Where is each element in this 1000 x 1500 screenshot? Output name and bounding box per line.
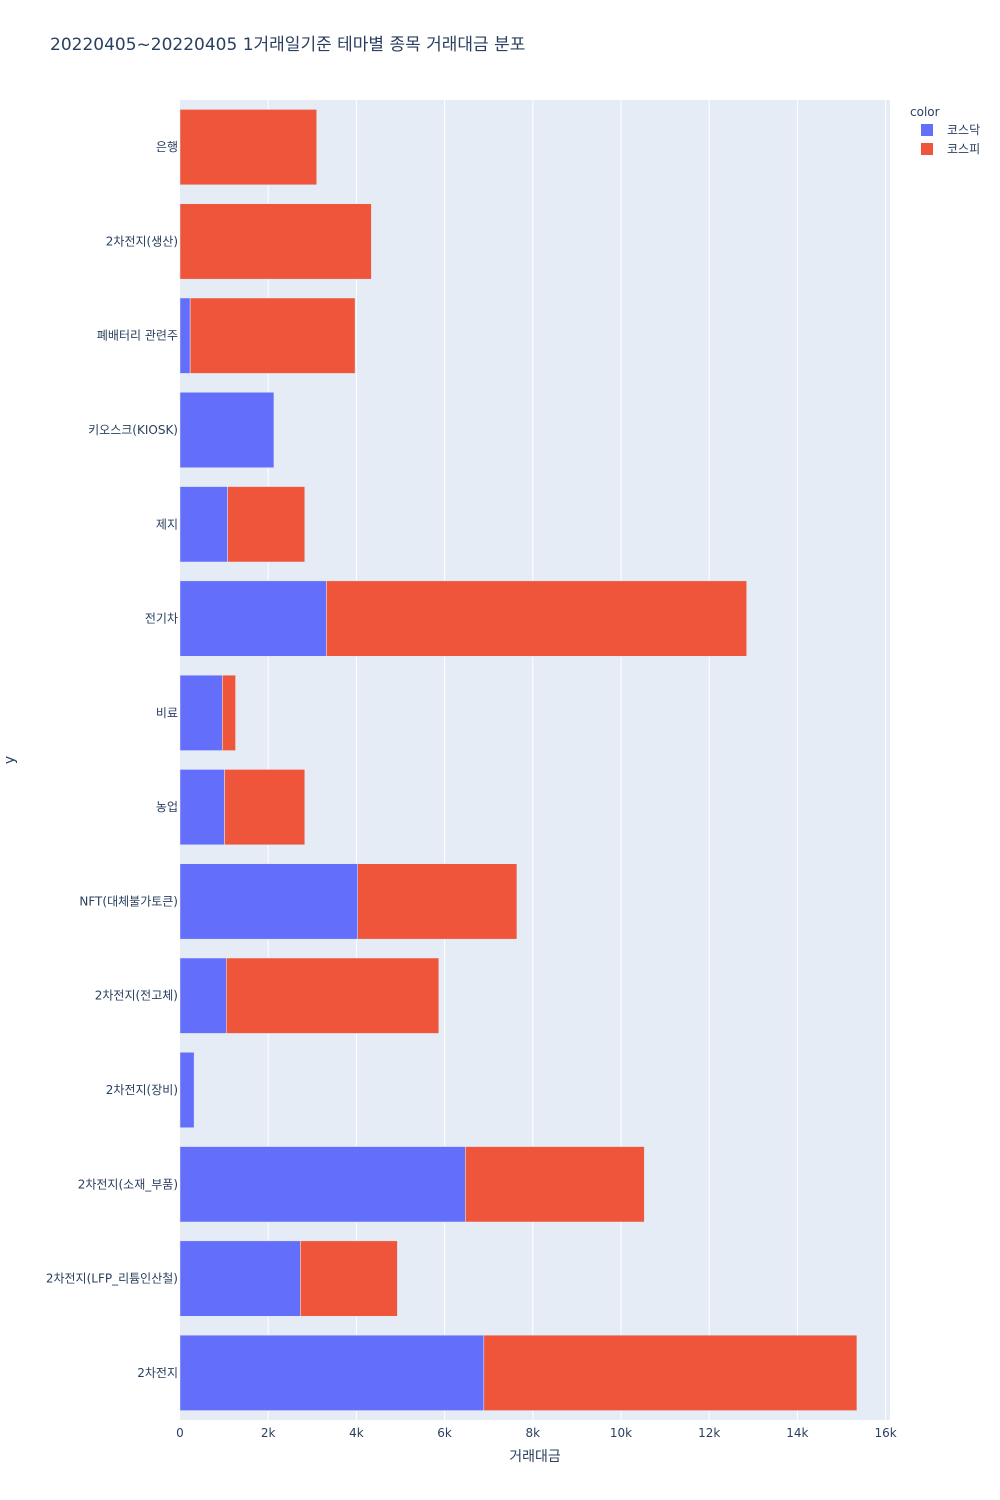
x-axis-ticks: 0 2k 4k 6k 8k 10k 12k 14k 16k bbox=[176, 1426, 897, 1440]
bar-kosdaq[interactable] bbox=[179, 957, 227, 1034]
bar-kosdaq[interactable] bbox=[179, 580, 327, 657]
legend-swatch[interactable] bbox=[921, 124, 933, 136]
bars bbox=[179, 109, 858, 1411]
legend-label[interactable]: 코스피 bbox=[947, 142, 980, 156]
bar-kosdaq[interactable] bbox=[179, 1052, 195, 1128]
y-tick-label: 2차전지(전고체) bbox=[95, 989, 178, 1003]
chart-title: 20220405~20220405 1거래일기준 테마별 종목 거래대금 분포 bbox=[50, 35, 525, 55]
x-tick-label: 16k bbox=[874, 1426, 896, 1440]
legend-title: color bbox=[910, 105, 940, 119]
bar-kospi[interactable] bbox=[226, 957, 440, 1034]
bar-kospi[interactable] bbox=[483, 1334, 858, 1411]
y-tick-label: 은행 bbox=[156, 139, 178, 154]
x-tick-label: 0 bbox=[176, 1426, 184, 1440]
y-tick-label: 2차전지(생산) bbox=[106, 234, 178, 248]
y-tick-label: 키오스크(KIOSK) bbox=[88, 423, 178, 437]
y-axis-title: y bbox=[2, 756, 18, 764]
y-tick-label: 2차전지 bbox=[137, 1366, 178, 1380]
y-tick-label: 2차전지(LFP_리튬인산철) bbox=[46, 1272, 178, 1286]
bar-kosdaq[interactable] bbox=[179, 486, 228, 563]
bar-kosdaq[interactable] bbox=[179, 863, 358, 940]
bar-kospi[interactable] bbox=[189, 297, 356, 374]
legend-swatch[interactable] bbox=[921, 143, 933, 155]
x-tick-label: 14k bbox=[786, 1426, 808, 1440]
x-axis-title: 거래대금 bbox=[509, 1449, 561, 1465]
x-tick-label: 8k bbox=[525, 1426, 540, 1440]
bar-kosdaq[interactable] bbox=[179, 769, 225, 846]
bar-kosdaq[interactable] bbox=[179, 297, 191, 374]
y-tick-label: NFT(대체불가토큰) bbox=[79, 894, 178, 908]
bar-kospi[interactable] bbox=[326, 580, 747, 657]
y-tick-label: 제지 bbox=[156, 517, 178, 531]
bar-kosdaq[interactable] bbox=[179, 674, 223, 751]
y-tick-label: 2차전지(소재_부품) bbox=[78, 1177, 178, 1191]
x-tick-label: 2k bbox=[261, 1426, 276, 1440]
x-tick-label: 10k bbox=[610, 1426, 632, 1440]
bar-kospi[interactable] bbox=[222, 674, 236, 751]
bar-kospi[interactable] bbox=[224, 769, 306, 846]
bar-kospi[interactable] bbox=[357, 863, 518, 940]
y-tick-label: 2차전지(장비) bbox=[106, 1083, 178, 1097]
legend-label[interactable]: 코스닥 bbox=[947, 123, 980, 137]
y-tick-label: 비료 bbox=[156, 706, 178, 720]
x-tick-label: 4k bbox=[349, 1426, 364, 1440]
bar-kosdaq[interactable] bbox=[179, 1240, 301, 1317]
bar-kospi[interactable] bbox=[227, 486, 306, 563]
bar-kosdaq[interactable] bbox=[179, 1334, 485, 1411]
bar-kospi[interactable] bbox=[300, 1240, 398, 1317]
x-tick-label: 12k bbox=[698, 1426, 720, 1440]
bar-kospi[interactable] bbox=[179, 109, 317, 186]
y-tick-label: 농업 bbox=[156, 800, 178, 814]
y-tick-label: 전기차 bbox=[145, 612, 178, 626]
bar-kosdaq[interactable] bbox=[179, 392, 275, 468]
y-tick-label: 폐배터리 관련주 bbox=[97, 329, 178, 343]
bar-kospi[interactable] bbox=[179, 203, 372, 280]
bar-kosdaq[interactable] bbox=[179, 1146, 466, 1223]
x-tick-label: 6k bbox=[437, 1426, 452, 1440]
bar-kospi[interactable] bbox=[465, 1146, 645, 1223]
